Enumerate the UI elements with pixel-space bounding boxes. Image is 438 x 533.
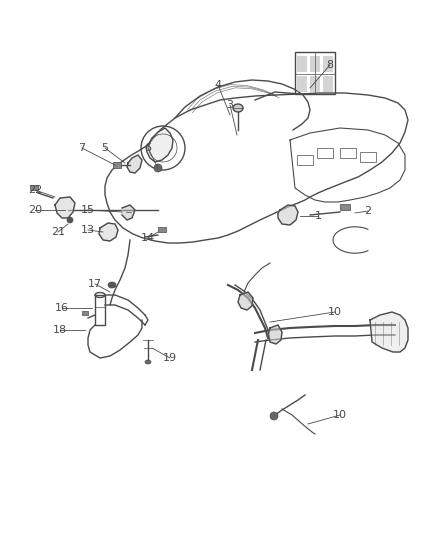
Text: 5: 5 (102, 143, 109, 153)
Text: 18: 18 (53, 325, 67, 335)
Text: 10: 10 (333, 410, 347, 420)
Polygon shape (99, 223, 118, 241)
Text: 1: 1 (314, 211, 321, 221)
Ellipse shape (108, 282, 116, 288)
Bar (297, 155, 313, 165)
Bar (30, 185, 38, 190)
Polygon shape (122, 205, 135, 220)
Text: 13: 13 (81, 225, 95, 235)
Bar (297, 76, 307, 92)
Bar (310, 56, 320, 72)
Polygon shape (55, 197, 75, 218)
Bar (360, 152, 376, 162)
Text: 7: 7 (78, 143, 85, 153)
Text: 8: 8 (326, 60, 334, 70)
Text: 21: 21 (51, 227, 65, 237)
Text: 3: 3 (226, 100, 233, 110)
Text: 19: 19 (163, 353, 177, 363)
Text: 2: 2 (364, 206, 371, 216)
Ellipse shape (145, 360, 151, 364)
Bar (82, 311, 88, 315)
Polygon shape (268, 325, 282, 344)
Bar (310, 76, 320, 92)
Text: 22: 22 (28, 185, 42, 195)
Polygon shape (238, 292, 253, 310)
Ellipse shape (233, 104, 243, 112)
Polygon shape (278, 205, 298, 225)
Bar (297, 56, 307, 72)
Bar (323, 76, 333, 92)
Text: 10: 10 (328, 307, 342, 317)
Polygon shape (127, 155, 142, 173)
Polygon shape (146, 128, 173, 162)
Text: 20: 20 (28, 205, 42, 215)
Text: 4: 4 (215, 80, 222, 90)
Bar (317, 148, 333, 158)
Circle shape (270, 412, 278, 420)
Bar (158, 227, 166, 232)
Circle shape (154, 164, 162, 172)
Bar (340, 148, 356, 158)
Polygon shape (370, 312, 408, 352)
Text: 14: 14 (141, 233, 155, 243)
Text: 6: 6 (145, 143, 152, 153)
Text: 15: 15 (81, 205, 95, 215)
Bar (113, 162, 121, 168)
Text: 16: 16 (55, 303, 69, 313)
Bar (340, 204, 350, 210)
Text: 17: 17 (88, 279, 102, 289)
Bar (323, 56, 333, 72)
Circle shape (67, 217, 73, 223)
